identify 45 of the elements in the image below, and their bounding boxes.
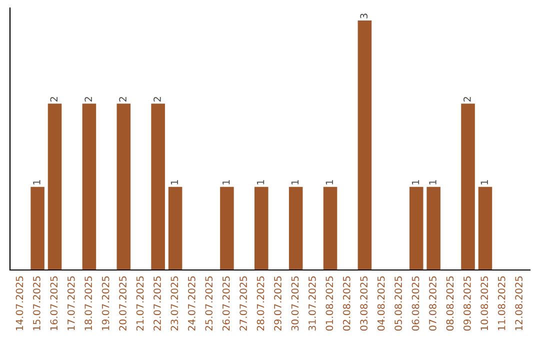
x-tick-label: 04.08.2025 xyxy=(377,276,385,331)
x-tick-label: 09.08.2025 xyxy=(463,276,471,331)
x-tick-label: 01.08.2025 xyxy=(326,276,334,331)
x-tick-label: 05.08.2025 xyxy=(394,276,402,331)
x-tick-label: 29.07.2025 xyxy=(274,276,282,331)
x-tick-label: 25.07.2025 xyxy=(205,276,213,331)
x-tick-label: 08.08.2025 xyxy=(446,276,454,331)
x-tick-label: 21.07.2025 xyxy=(136,276,144,331)
x-tick-label: 12.08.2025 xyxy=(515,276,522,330)
x-tick-label: 10.08.2025 xyxy=(480,276,488,330)
x-tick-label: 26.07.2025 xyxy=(222,276,230,331)
data-label: 1 xyxy=(326,180,333,184)
data-label: 1 xyxy=(33,180,40,184)
data-label: 3 xyxy=(360,14,368,18)
x-tick-label: 03.08.2025 xyxy=(360,276,368,331)
data-label: 2 xyxy=(463,97,471,102)
x-tick-label: 24.07.2025 xyxy=(188,276,196,331)
x-tick-label: 17.07.2025 xyxy=(67,276,75,330)
data-label: 1 xyxy=(256,180,264,184)
x-tick-label: 02.08.2025 xyxy=(342,276,350,331)
x-tick-label: 07.08.2025 xyxy=(429,276,436,331)
x-tick-label: 30.07.2025 xyxy=(291,276,299,330)
x-tick-label: 14.07.2025 xyxy=(16,276,24,330)
x-tick-label: 19.07.2025 xyxy=(102,276,110,330)
x-tick-label: 23.07.2025 xyxy=(170,276,178,331)
data-label: 1 xyxy=(222,180,230,184)
x-tick-label: 18.07.2025 xyxy=(84,276,92,330)
data-label: 1 xyxy=(429,180,436,184)
data-label: 1 xyxy=(291,180,299,184)
x-tick-label: 27.07.2025 xyxy=(240,276,247,331)
data-label: 1 xyxy=(412,180,420,184)
data-label: 2 xyxy=(50,97,58,102)
x-tick-label: 31.07.2025 xyxy=(308,276,316,330)
x-tick-label: 06.08.2025 xyxy=(412,276,420,331)
x-tick-label: 22.07.2025 xyxy=(154,276,161,331)
data-label: 1 xyxy=(170,180,178,184)
x-tick-label: 20.07.2025 xyxy=(119,276,126,331)
data-label: 2 xyxy=(154,97,161,102)
x-tick-label: 11.08.2025 xyxy=(498,276,506,330)
x-tick-label: 28.07.2025 xyxy=(256,276,264,331)
x-tick-label: 16.07.2025 xyxy=(50,276,58,330)
data-label: 2 xyxy=(84,97,92,102)
data-label: 1 xyxy=(480,180,488,184)
x-tick-label: 15.07.2025 xyxy=(33,276,40,330)
data-label: 2 xyxy=(119,97,126,102)
